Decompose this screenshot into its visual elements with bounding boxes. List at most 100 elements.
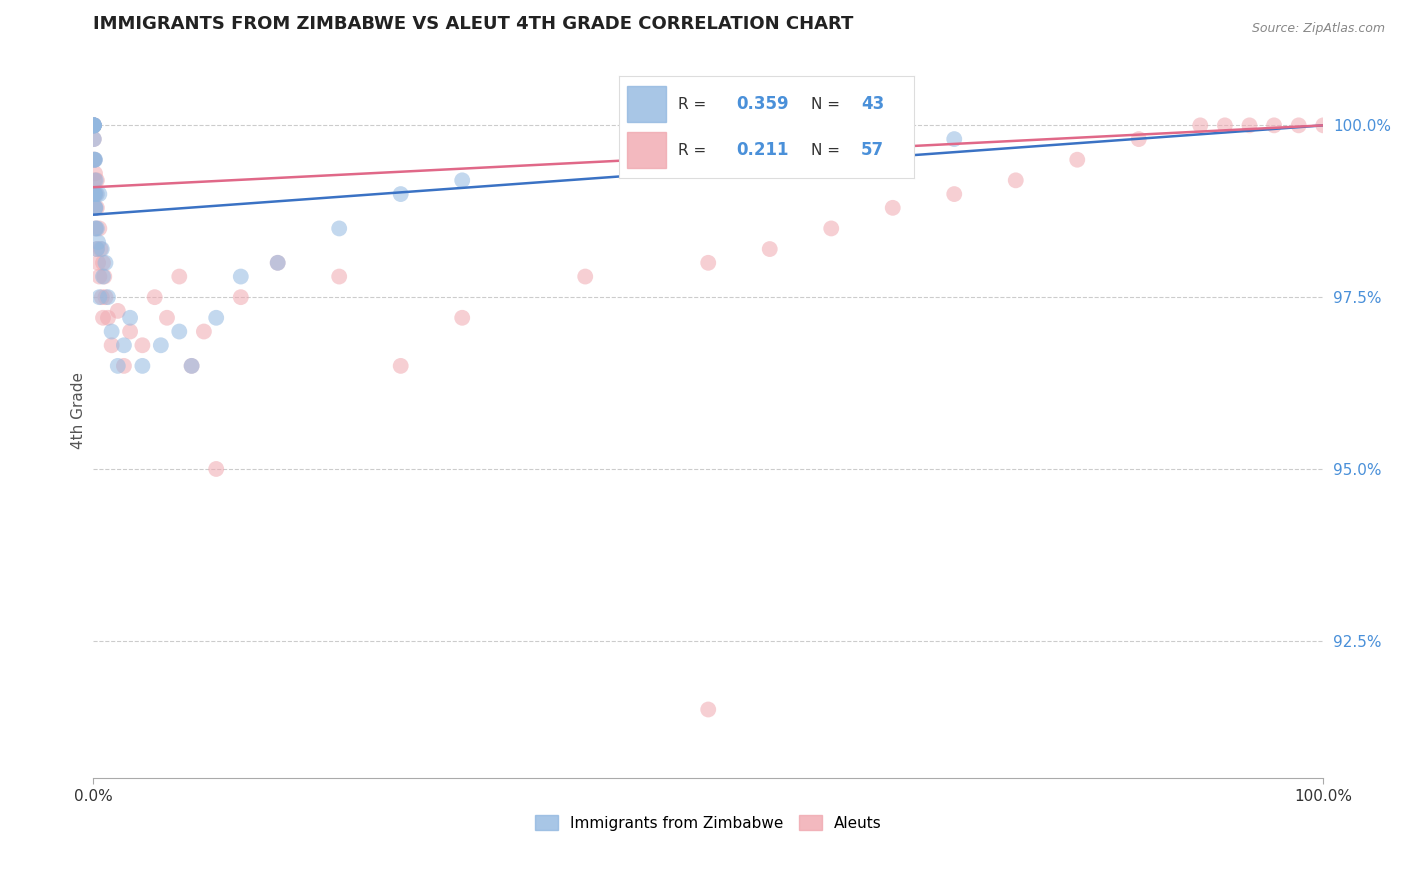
Point (83, 119, 105, 133)
Point (697, 256, 720, 270)
Point (758, 242, 780, 256)
Point (112, 338, 135, 352)
Point (89, 187, 111, 202)
Point (1263, 119, 1285, 133)
Point (107, 359, 129, 373)
Point (86, 173, 108, 187)
Point (328, 269, 350, 284)
Legend: Immigrants from Zimbabwe, Aleuts: Immigrants from Zimbabwe, Aleuts (529, 808, 887, 837)
Text: 43: 43 (860, 95, 884, 113)
Point (451, 173, 474, 187)
Text: R =: R = (678, 96, 711, 112)
Point (758, 153, 780, 167)
Bar (627, 87, 666, 122)
Point (229, 290, 252, 304)
Point (943, 132, 966, 146)
Point (84, 187, 107, 202)
Point (89, 221, 111, 235)
Point (84, 221, 107, 235)
Point (83, 132, 105, 146)
Text: N =: N = (810, 143, 845, 158)
Point (389, 187, 412, 202)
Point (83, 153, 105, 167)
Point (389, 359, 412, 373)
Point (83, 119, 105, 133)
Point (93, 269, 115, 284)
Point (86, 187, 108, 202)
Point (94, 290, 117, 304)
Point (180, 359, 202, 373)
Point (83, 153, 105, 167)
Point (90, 242, 112, 256)
Point (882, 201, 904, 215)
Point (83, 173, 105, 187)
Point (193, 325, 215, 339)
Point (83, 187, 105, 202)
Point (86, 242, 108, 256)
Y-axis label: 4th Grade: 4th Grade (72, 372, 86, 449)
Point (169, 325, 191, 339)
Point (1213, 119, 1236, 133)
Point (267, 256, 290, 270)
Text: R =: R = (678, 143, 716, 158)
Point (1066, 153, 1088, 167)
Point (205, 310, 228, 325)
Point (169, 269, 191, 284)
Point (943, 187, 966, 202)
Text: 0.211: 0.211 (737, 141, 789, 159)
Point (91, 310, 114, 325)
Point (1189, 119, 1212, 133)
Text: IMMIGRANTS FROM ZIMBABWE VS ALEUT 4TH GRADE CORRELATION CHART: IMMIGRANTS FROM ZIMBABWE VS ALEUT 4TH GR… (93, 15, 853, 33)
Point (697, 702, 720, 716)
Text: Source: ZipAtlas.com: Source: ZipAtlas.com (1251, 22, 1385, 36)
Point (156, 310, 179, 325)
Point (84, 201, 107, 215)
Point (83, 187, 105, 202)
Point (83, 119, 105, 133)
Point (205, 462, 228, 476)
Point (100, 325, 122, 339)
Point (91, 269, 114, 284)
Text: N =: N = (810, 96, 845, 112)
Point (84, 166, 107, 180)
Point (83, 119, 105, 133)
Bar (627, 132, 666, 168)
Point (83, 153, 105, 167)
Point (107, 304, 129, 318)
Point (87, 235, 110, 250)
Point (84, 153, 107, 167)
Point (83, 132, 105, 146)
Point (1288, 119, 1310, 133)
Point (143, 290, 166, 304)
Point (97, 310, 120, 325)
Point (83, 119, 105, 133)
Point (83, 119, 105, 133)
Point (84, 201, 107, 215)
Point (267, 256, 290, 270)
Point (83, 119, 105, 133)
Point (451, 310, 474, 325)
Point (120, 325, 142, 339)
Point (100, 338, 122, 352)
Point (112, 359, 135, 373)
Point (84, 201, 107, 215)
Point (83, 119, 105, 133)
Point (90, 290, 112, 304)
Point (229, 269, 252, 284)
Point (91, 256, 114, 270)
Point (1239, 119, 1261, 133)
Point (328, 221, 350, 235)
Point (90, 242, 112, 256)
Point (120, 310, 142, 325)
Point (86, 221, 108, 235)
Point (89, 269, 111, 284)
Point (94, 256, 117, 270)
Point (180, 359, 202, 373)
Point (131, 359, 153, 373)
Point (97, 290, 120, 304)
Point (83, 119, 105, 133)
Point (84, 221, 107, 235)
Point (1312, 119, 1334, 133)
Point (89, 290, 111, 304)
Text: 57: 57 (860, 141, 884, 159)
